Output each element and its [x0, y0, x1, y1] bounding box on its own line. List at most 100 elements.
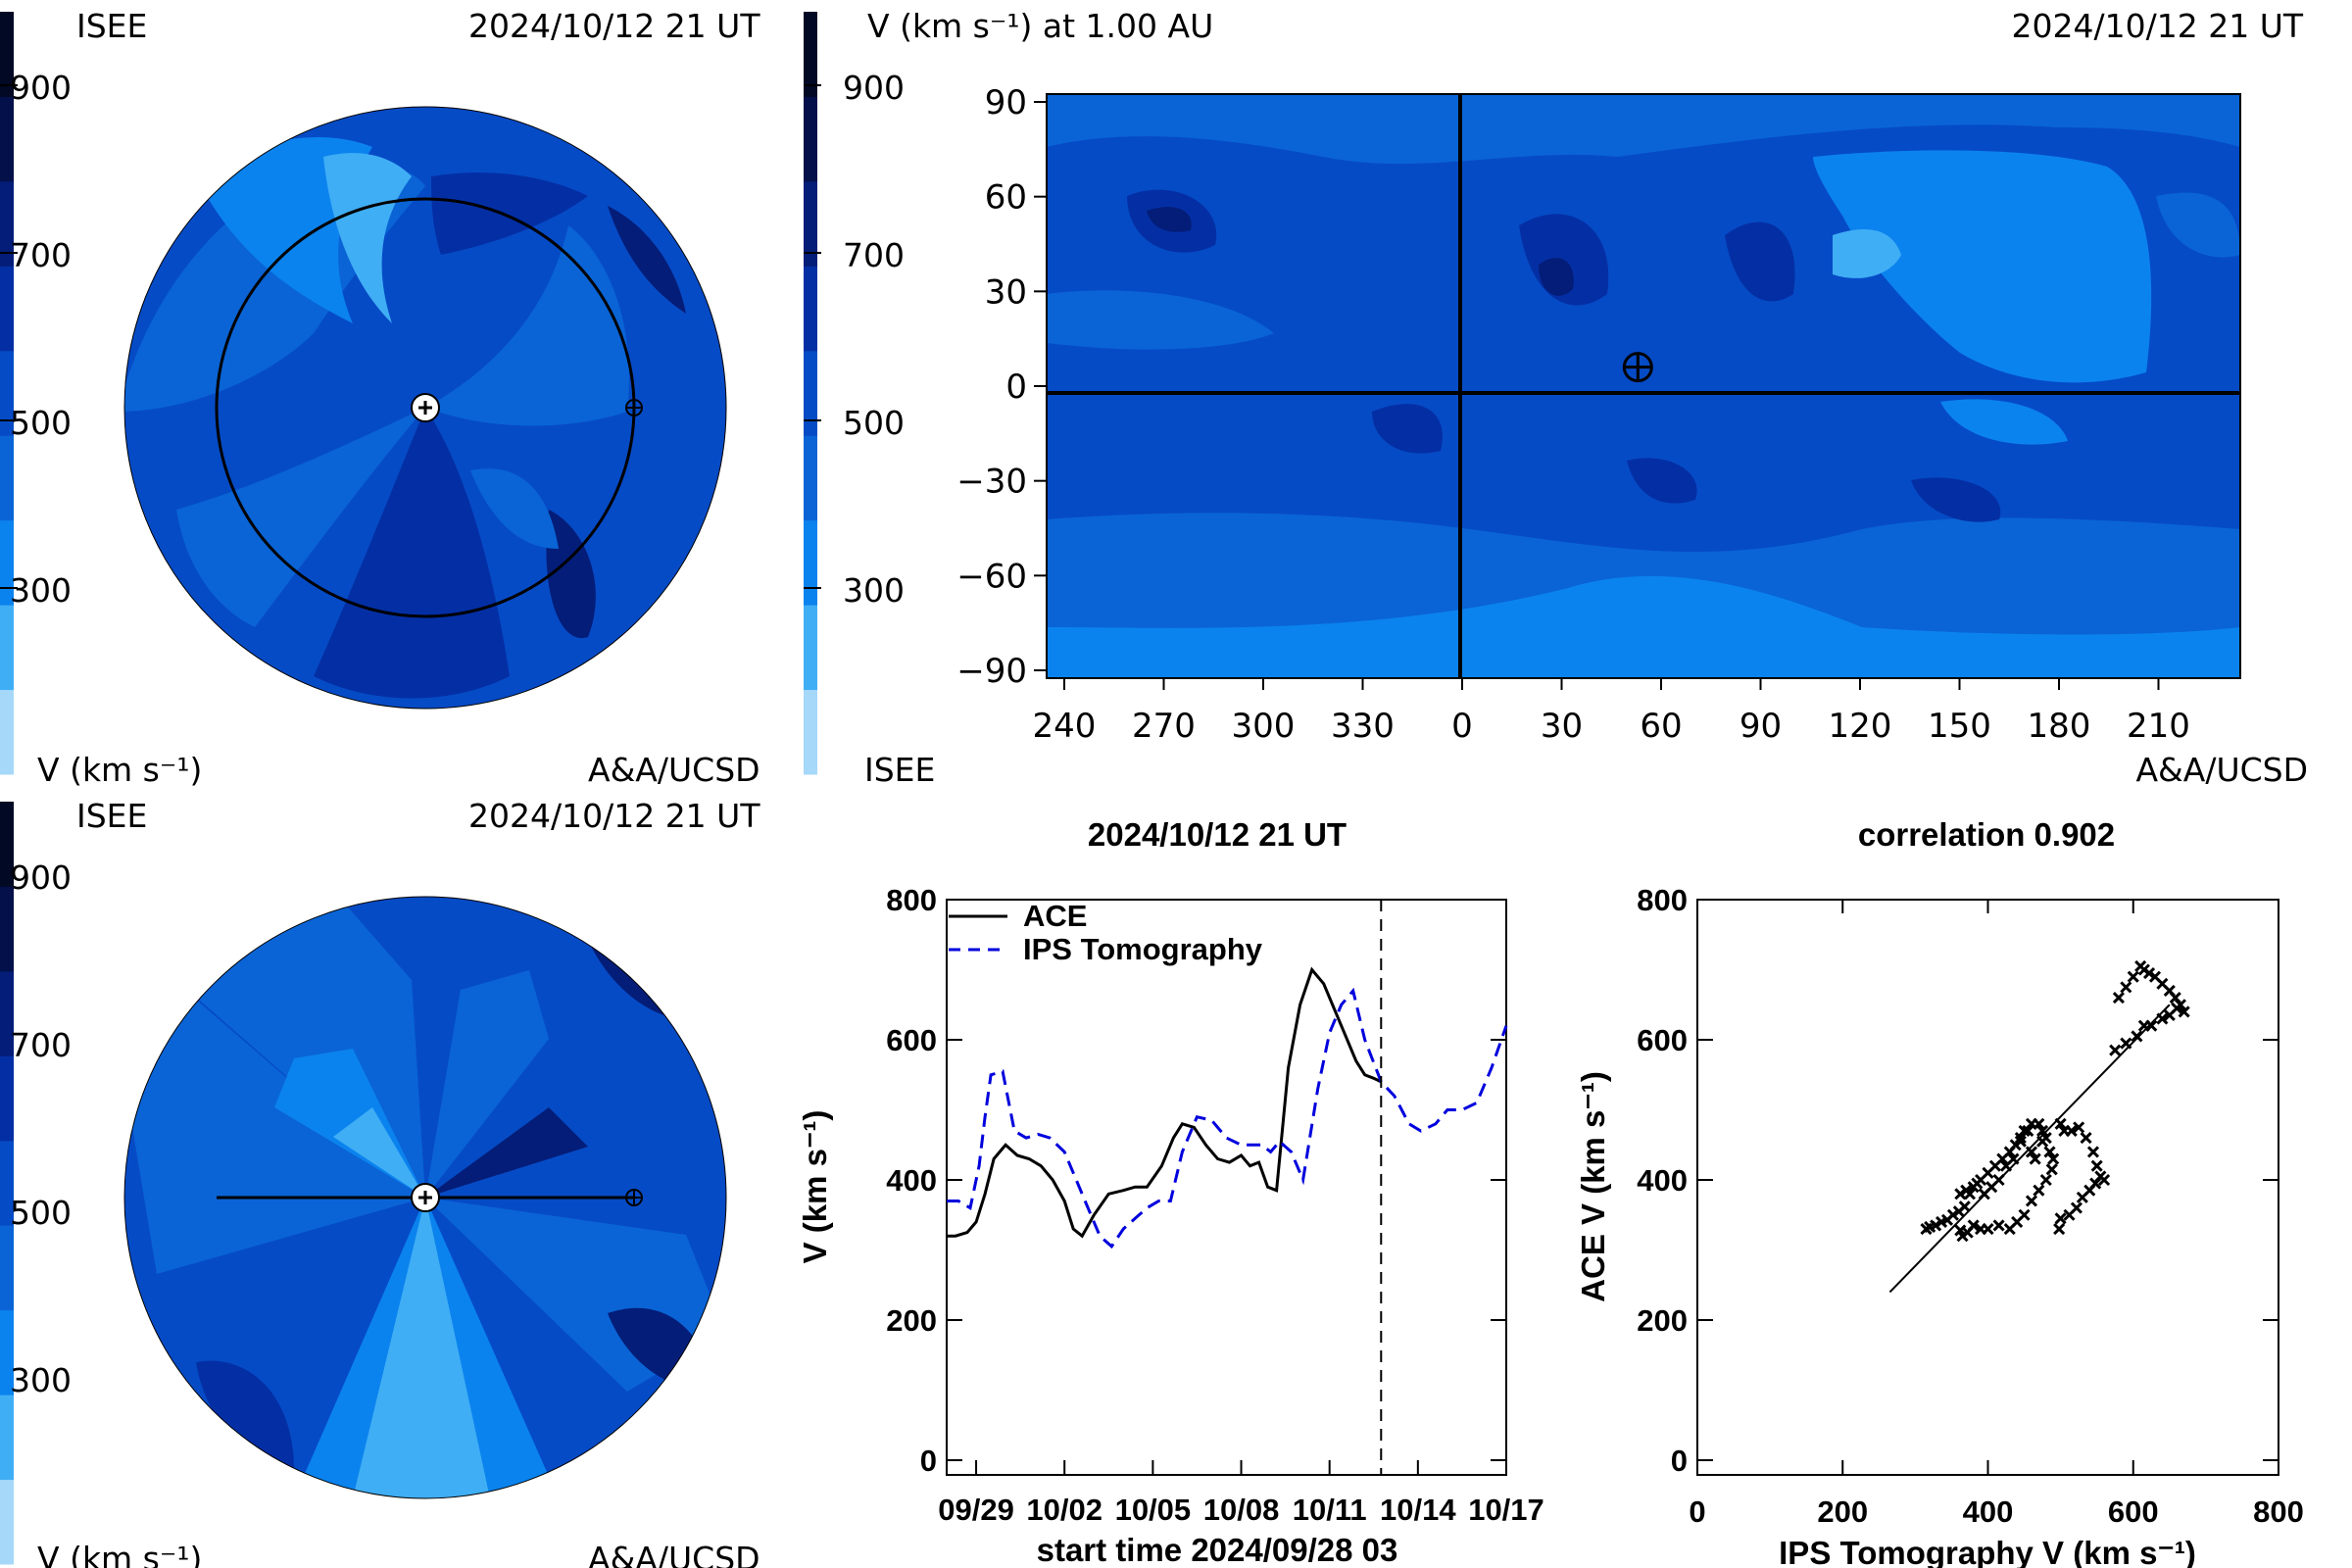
scatter-point [2022, 1124, 2034, 1138]
colorbar-swatch [0, 1309, 14, 1396]
scatter-xlabel: IPS Tomography V (km s⁻¹) [1779, 1535, 2196, 1568]
colorbar-swatch [804, 350, 817, 436]
ips-series-line [947, 987, 1508, 1250]
colorbar-tick-500: 500 [843, 404, 905, 442]
colorbar-swatch [0, 1479, 14, 1565]
sc-x-tick-label: 0 [1689, 1494, 1705, 1529]
colorbar-swatch [0, 970, 14, 1056]
scatter-point [2025, 1146, 2038, 1158]
time-series-frame [946, 899, 1507, 1476]
map-x-tick-label: 300 [1232, 707, 1296, 746]
scatter-point [2043, 1146, 2056, 1158]
scatter-point [2073, 1121, 2085, 1134]
colorbar-swatch [0, 12, 14, 97]
scatter-point [2156, 1012, 2169, 1025]
meridional-boundary [123, 896, 727, 1499]
map-y-tick-label: −30 [956, 463, 1027, 502]
map-title: V (km s⁻¹) at 1.00 AU [867, 7, 1213, 45]
time-series-axes: 0 200 400 600 800 09/29 10/02 10/05 10/08 10/11 10… [886, 883, 1544, 1527]
scatter-points [1920, 959, 2190, 1243]
scatter-point [2120, 1037, 2132, 1050]
colorbar-swatch [0, 1140, 14, 1226]
sc-y-tick-label: 200 [1637, 1303, 1688, 1338]
sc-x-tick-label: 800 [2253, 1494, 2304, 1529]
map-axis-ticks: 240 270 300 330 0 30 60 90 120 150 180 2109060300−3… [956, 83, 2190, 746]
colorbar-tick-900: 900 [10, 858, 72, 897]
ts-x-tick-label: 10/02 [1026, 1493, 1102, 1527]
scatter-point [2120, 981, 2132, 994]
scatter-point [1992, 1219, 2005, 1232]
scatter-point [1930, 1219, 1942, 1232]
panel-credit-label: A&A/UCSD [588, 751, 760, 789]
scatter-ylabel: ACE V (km s⁻¹) [1575, 1071, 1611, 1302]
map-y-tick-label: 90 [985, 83, 1027, 122]
scatter-point [2076, 1191, 2088, 1203]
colorbar-top-right: 900 700 500 300 [804, 12, 905, 775]
colorbar-swatch [804, 689, 817, 775]
scatter-point [2145, 1019, 2158, 1032]
colorbar-swatch [0, 435, 14, 521]
colorbar-swatch [0, 1055, 14, 1142]
time-series-legend: ACE IPS Tomography [949, 899, 1263, 966]
colorbar-swatch [804, 266, 817, 352]
sc-x-tick-label: 600 [2108, 1494, 2159, 1529]
scatter-point [2054, 1117, 2067, 1130]
scatter-point [2063, 1208, 2076, 1221]
scatter-point [2109, 1044, 2122, 1056]
scatter-point [1954, 1188, 1967, 1200]
colorbar-swatch [804, 180, 817, 267]
earth-icon [625, 399, 643, 416]
colorbar-swatch [0, 180, 14, 267]
panel-date-label: 2024/10/12 21 UT [468, 797, 760, 835]
colorbar-swatch [804, 435, 817, 521]
meridional-velocity-map [124, 897, 726, 1498]
colorbar-swatch [0, 886, 14, 972]
colorbar-swatches [0, 84, 18, 1565]
map-y-tick-label: −60 [956, 557, 1027, 596]
time-series-lines [947, 966, 1508, 1250]
scatter-point [1992, 1173, 2005, 1187]
scatter-title: correlation 0.902 [1858, 816, 2115, 853]
ace-series-line [947, 966, 1382, 1239]
sc-y-tick-label: 0 [1671, 1444, 1688, 1478]
scatter-point [2039, 1173, 2052, 1187]
colorbar-tick-900: 900 [10, 69, 72, 107]
scatter-point [1982, 1222, 1994, 1236]
sc-y-tick-label: 600 [1637, 1023, 1688, 1057]
ts-x-tick-label: 10/14 [1380, 1493, 1456, 1527]
colorbar-tick-700: 700 [843, 236, 905, 274]
map-x-tick-label: 0 [1451, 707, 1473, 746]
map-y-tick-label: 30 [985, 272, 1027, 312]
panel-date-label: 2024/10/12 21 UT [468, 7, 760, 45]
colorbar-tick-300: 300 [843, 571, 905, 610]
scatter-point [1971, 1177, 1984, 1190]
colorbar-swatch [0, 519, 14, 606]
colorbar-tick-300: 300 [10, 571, 72, 610]
synoptic-velocity-map [1047, 94, 2240, 678]
scatter-point [2045, 1163, 2058, 1176]
map-x-tick-label: 150 [1928, 707, 1991, 746]
scatter-point [2018, 1208, 2031, 1221]
colorbar-swatch [804, 519, 817, 606]
colorbar-tick-700: 700 [10, 1026, 72, 1064]
map-x-tick-label: 60 [1640, 707, 1682, 746]
scatter-point [2131, 1030, 2143, 1043]
sc-y-tick-label: 800 [1637, 883, 1688, 917]
sc-x-tick-label: 200 [1817, 1494, 1868, 1529]
sc-y-tick-label: 400 [1637, 1163, 1688, 1198]
scatter-point [2148, 970, 2162, 983]
ts-x-tick-label: 09/29 [938, 1493, 1014, 1527]
scatter-point [2112, 992, 2125, 1004]
scatter-point [1958, 1200, 1971, 1213]
scatter-point [2018, 1124, 2031, 1138]
colorbar-swatch [804, 96, 817, 182]
colorbar-swatches [804, 12, 821, 775]
colorbar-swatch [0, 689, 14, 775]
scatter-point [2080, 1132, 2092, 1145]
colorbar-swatch [0, 1225, 14, 1311]
scatter-point [2134, 959, 2147, 972]
panel-source-label: ISEE [864, 751, 935, 789]
map-x-tick-label: 90 [1740, 707, 1782, 746]
colorbar-swatch [0, 350, 14, 436]
